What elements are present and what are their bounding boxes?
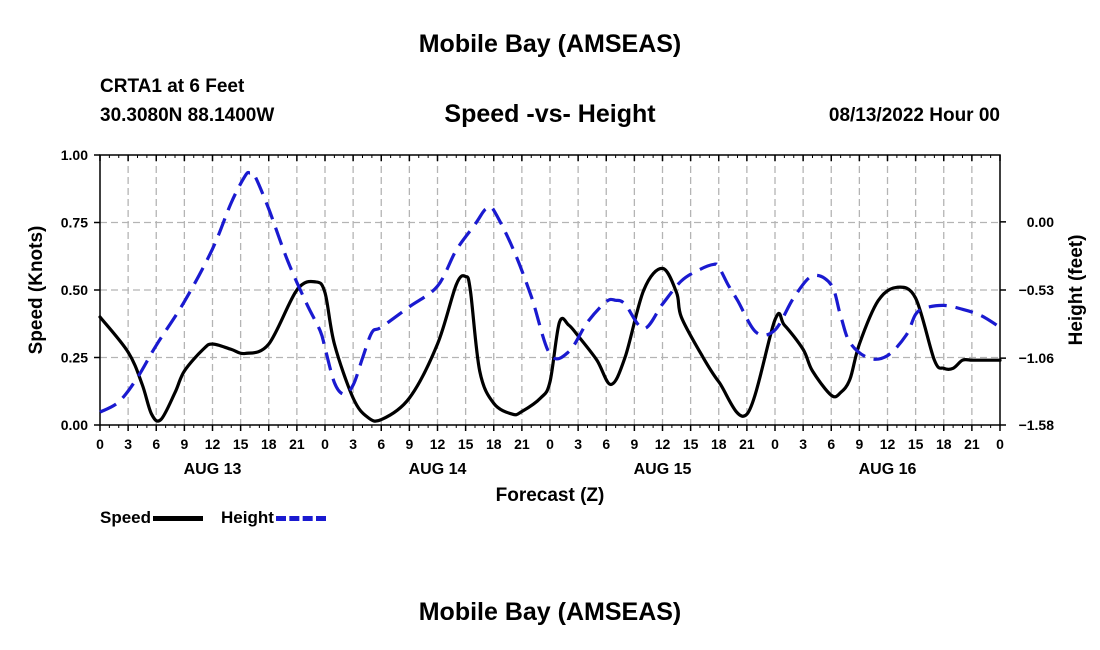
series-height-line xyxy=(99,170,1001,414)
legend-item-height: Height xyxy=(221,508,326,528)
x-tick-label: 0 xyxy=(771,436,779,452)
y2-tick-label: −1.06 xyxy=(1019,350,1055,366)
y2-tick-label: −0.53 xyxy=(1019,282,1055,298)
series-speed-line xyxy=(98,266,1002,423)
x-tick-label: 15 xyxy=(683,436,699,452)
x-tick-label: 0 xyxy=(996,436,1004,452)
x-tick-label: 3 xyxy=(574,436,582,452)
y-tick-label: 0.25 xyxy=(61,350,88,366)
x-tick-label: 18 xyxy=(486,436,502,452)
x-axis-label: Forecast (Z) xyxy=(496,485,605,506)
footer-title: Mobile Bay (AMSEAS) xyxy=(418,598,682,626)
y-tick-label: 0.50 xyxy=(61,282,88,298)
y2-axis-label: Height (feet) xyxy=(1066,235,1087,346)
x-tick-label: 12 xyxy=(205,436,221,452)
x-tick-label: 18 xyxy=(936,436,952,452)
y2-tick-label: −1.58 xyxy=(1019,417,1055,433)
x-tick-label: 18 xyxy=(261,436,277,452)
x-tick-label: 0 xyxy=(321,436,329,452)
x-tick-label: 3 xyxy=(799,436,807,452)
x-tick-label: 6 xyxy=(377,436,385,452)
x-tick-label: 3 xyxy=(349,436,357,452)
x-tick-label: 9 xyxy=(630,436,638,452)
legend-label-height: Height xyxy=(221,508,274,527)
x-tick-label: 12 xyxy=(430,436,446,452)
y-tick-label: 0.75 xyxy=(61,215,88,231)
day-label: AUG 13 xyxy=(184,461,242,478)
x-tick-label: 6 xyxy=(827,436,835,452)
x-tick-label: 9 xyxy=(180,436,188,452)
legend-swatch-speed xyxy=(153,515,204,521)
legend-item-speed: Speed xyxy=(100,508,204,528)
x-tick-label: 9 xyxy=(405,436,413,452)
x-tick-label: 21 xyxy=(514,436,530,452)
x-tick-label: 6 xyxy=(602,436,610,452)
y2-tick-labels: 0.00 −0.53 −1.06 −1.58 xyxy=(1019,214,1055,433)
y-tick-labels: 0.00 0.25 0.50 0.75 1.00 xyxy=(61,147,88,433)
chart-title: Mobile Bay (AMSEAS) xyxy=(418,30,682,58)
y-tick-label: 1.00 xyxy=(61,147,88,163)
x-tick-label: 3 xyxy=(124,436,132,452)
day-labels: AUG 13 AUG 14 AUG 15 AUG 16 xyxy=(184,461,917,478)
legend-label-speed: Speed xyxy=(100,508,152,527)
x-tick-label: 12 xyxy=(880,436,896,452)
y-tick-label: 0.00 xyxy=(61,417,88,433)
x-tick-label: 15 xyxy=(908,436,924,452)
x-tick-label: 15 xyxy=(458,436,474,452)
x-tick-labels: 0 3 6 9 12 15 18 21 0 3 6 9 12 15 18 21 0 3 6 9 12 15 18 21 0 3 6 9… xyxy=(96,436,1004,452)
legend-swatch-height xyxy=(275,515,326,521)
x-tick-label: 0 xyxy=(96,436,104,452)
day-label: AUG 16 xyxy=(859,461,917,478)
x-tick-label: 21 xyxy=(289,436,305,452)
station-coordinates: 30.3080N 88.1400W xyxy=(100,105,275,126)
x-tick-label: 18 xyxy=(711,436,727,452)
station-label: CRTA1 at 6 Feet xyxy=(100,76,245,97)
day-label: AUG 14 xyxy=(409,461,467,478)
axis-ticks xyxy=(94,154,1006,431)
legend: Speed Height xyxy=(100,508,344,528)
day-label: AUG 15 xyxy=(634,461,692,478)
chart-subtitle: Speed -vs- Height xyxy=(444,100,656,128)
y-axis-label: Speed (Knots) xyxy=(26,226,47,355)
x-tick-label: 0 xyxy=(546,436,554,452)
x-tick-label: 21 xyxy=(964,436,980,452)
x-tick-label: 21 xyxy=(739,436,755,452)
x-tick-label: 15 xyxy=(233,436,249,452)
x-tick-label: 12 xyxy=(655,436,671,452)
x-tick-label: 9 xyxy=(855,436,863,452)
x-tick-label: 6 xyxy=(152,436,160,452)
y2-tick-label: 0.00 xyxy=(1027,214,1054,230)
forecast-datetime: 08/13/2022 Hour 00 xyxy=(828,105,1000,126)
